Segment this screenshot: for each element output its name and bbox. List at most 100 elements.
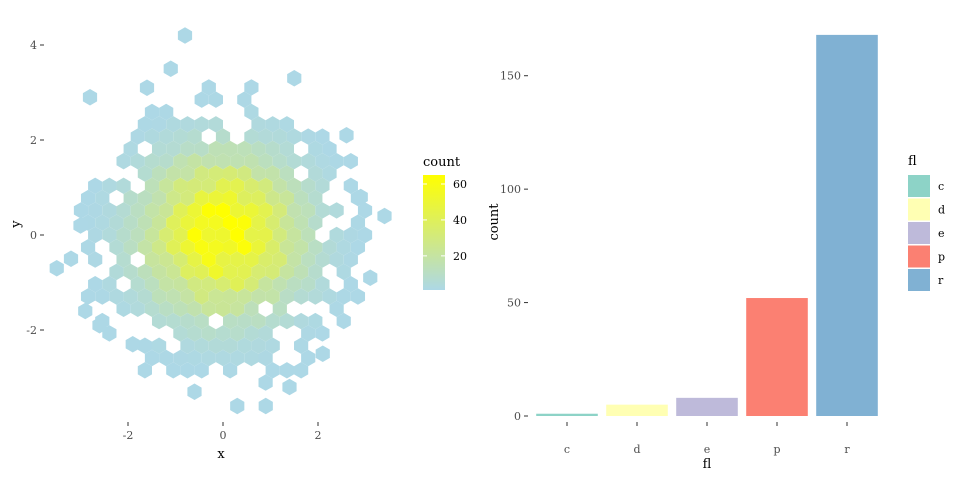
hexbin-cell [194,116,209,133]
hexbin-cell [166,214,181,231]
hexbin-cell [208,140,223,158]
hexbin-cell [159,300,174,317]
y-tick-label: 100 [500,183,521,196]
legend-label: d [938,204,945,217]
hexbin-cell [294,214,309,231]
hexbin-cell [294,189,309,207]
y-tick-label: 2 [30,134,37,147]
hexbin-cell [230,300,245,317]
colorbar-tick-label: 40 [453,214,467,227]
hexbin-cell [180,189,195,207]
hexbin-cell [279,189,295,207]
hexbin-cell [315,128,330,145]
hexbin-cell [230,276,245,293]
hexbin-cell [116,177,131,194]
hexbin-cell [315,325,330,342]
hexbin-cell [49,260,64,277]
hexbin-cell [223,288,238,305]
hexbin-cell [151,116,167,133]
hexbin-cell [301,202,316,219]
hexbin-cell [363,269,378,286]
hexbin-cell [163,60,178,77]
hexbin-cell [237,165,252,182]
hexbin-cell [215,300,231,317]
hexbin-cell [279,288,295,305]
hexbin-cell [159,226,174,244]
hexbin-cell [258,177,273,194]
x-tick-label: -2 [123,429,134,442]
hexbin-cell [230,153,245,170]
hexbin-cell [144,128,160,145]
bar-p [746,298,808,416]
hexbin-cell [223,214,238,231]
hexbin-cell [251,239,266,256]
hexbin-cell [215,349,231,367]
hexbin-cell [166,189,181,207]
hexbin-cell [144,251,160,268]
hexbin-cell [251,337,266,354]
hexbin-cell [137,189,152,207]
hexbin-cell [357,226,373,244]
hexbin-cell [109,214,124,231]
hexbin-cell [251,214,266,231]
hexbin-cell [194,288,209,305]
hexbin-cell [301,128,316,145]
hexbin-cell [187,300,202,317]
hexbin-cell [201,226,216,244]
hexbin-cell [88,251,103,268]
hexbin-cell [159,103,174,121]
hexbin-cell [272,276,287,293]
hexbin-cell [286,128,302,145]
hexbin-cell [173,226,188,244]
hexbin-cell [180,337,195,354]
hexbin-cell [130,153,145,170]
hexbin-cell [308,140,323,158]
hexbin-cell [265,239,280,256]
hexbin-cell [315,251,330,268]
hexbin-cell [237,312,252,330]
hexbin-cell [177,27,193,44]
hexbin-cell [95,288,110,305]
hexbin-cell [272,202,287,219]
hexbin-cell [166,263,181,281]
hexbin-cell [265,214,280,231]
hexbin-cell [151,312,167,330]
hexbin-cell [339,127,354,144]
hexbin-cell [144,276,160,293]
hexbin-cell [251,165,266,182]
hexbin-cell [173,325,188,342]
hexbin-cell [173,177,188,194]
hexbin-cell [88,276,103,293]
hexbin-cell [102,177,117,194]
hexbin-cell [187,251,202,268]
hexbin-cell [215,325,231,342]
y-tick-label: 50 [507,297,521,310]
hexbin-cell [159,251,174,268]
hexbin-cell [109,288,124,305]
hexbin-cell [272,251,287,268]
hexbin-cell [194,91,209,108]
hexbin-cell [272,300,287,317]
hexbin-cell [258,251,273,268]
hexbin-cell [78,302,93,320]
hexbin-cell [80,239,96,256]
hexbin-cell [251,263,266,281]
hexbin-cell [109,263,124,281]
hexbin-cell [109,239,124,256]
hexbin-cell [123,263,138,281]
hexbin-cell [144,226,160,244]
y-tick-label: 0 [30,229,37,242]
hexbin-cell [251,189,266,207]
hexbin-cell [166,362,181,379]
hexbin-cell [88,202,103,219]
hexbin-cell [258,202,273,219]
hexbin-cell [194,312,209,330]
hexbin-cell [343,276,358,293]
hexbin-cell [286,226,302,244]
hexbin-cell [237,189,252,207]
hexbin-cell [237,214,252,231]
hexbin-cell [294,288,309,305]
hexbin-cell [279,116,295,133]
